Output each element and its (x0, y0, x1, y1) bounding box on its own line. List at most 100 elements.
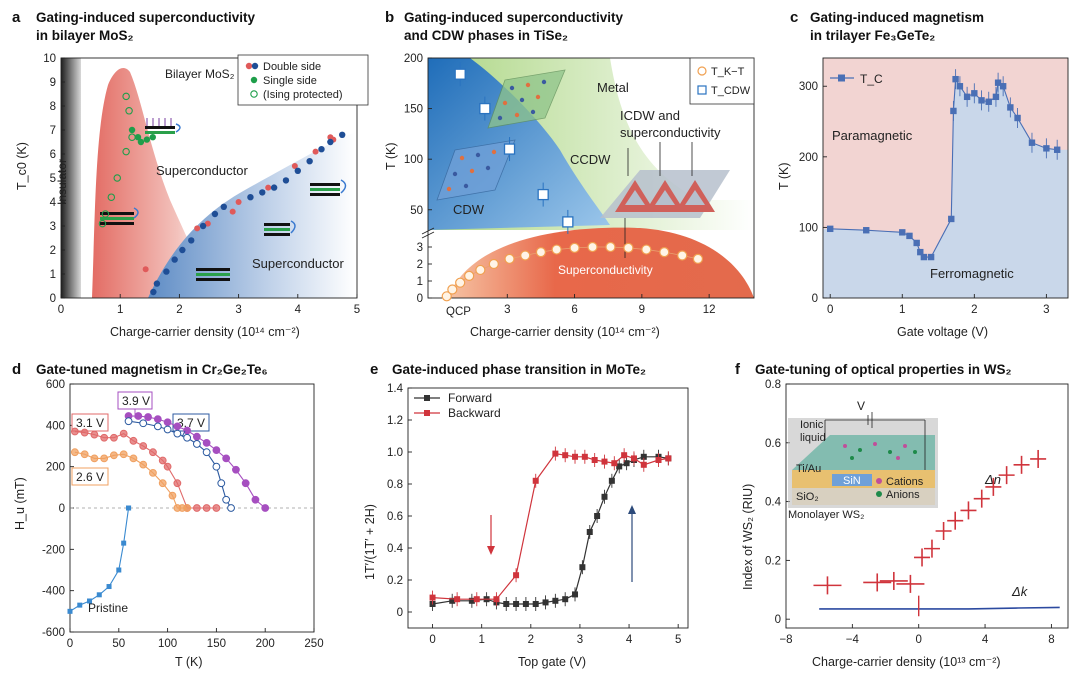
c-ytick-label: 100 (799, 222, 818, 234)
legend-tcdw-marker (697, 85, 707, 95)
a-double-blue-point (294, 167, 301, 174)
e-point (562, 452, 569, 459)
e-point (532, 601, 539, 607)
e-point (562, 596, 569, 603)
ferromagnetic-region (823, 79, 1068, 298)
e-point (532, 477, 539, 484)
d-ytick-label: -400 (42, 586, 65, 598)
c-tc-point (952, 75, 959, 83)
icdw-label-2: superconductivity (620, 125, 721, 140)
panel-a-xlabel: Charge-carrier density (10¹⁴ cm⁻²) (110, 325, 300, 339)
panel-a-title-line1: Gating-induced superconductivity (36, 10, 256, 25)
c-xtick-label: 2 (971, 304, 977, 316)
f-ytick-label: 0 (775, 614, 781, 626)
d-ytick-label: -600 (42, 627, 65, 639)
c-tc-point (827, 225, 834, 233)
legend-ising-label: (Ising protected) (263, 89, 342, 101)
panel-c-data (827, 69, 1061, 261)
c-tc-point (1043, 145, 1050, 152)
b-tkt-point (641, 244, 652, 255)
lattice-inset-1 (487, 69, 566, 129)
d-series-point (158, 456, 167, 465)
b-tcdw-point (479, 102, 491, 115)
b-tkt-point (535, 247, 547, 258)
d-pristine-point (121, 540, 127, 546)
d-series-point (90, 430, 99, 439)
blue-superconducting-dome (148, 132, 355, 298)
b-xtick-label: 9 (639, 304, 645, 316)
b-tcdw-point (454, 68, 466, 80)
e-point (665, 455, 672, 462)
b-lower-ytick-label: 3 (417, 242, 423, 254)
anion-icon (876, 491, 882, 497)
f-xtick-label: 8 (1048, 634, 1054, 646)
c-xtick-label: 1 (899, 304, 905, 316)
a-double-red-point (235, 199, 242, 205)
d-series-point (80, 428, 89, 437)
panel-d: d Gate-tuned magnetism in Cr₂Ge₂Te₆ 0 50 1… (12, 361, 324, 669)
e-point (572, 591, 579, 598)
e-point (611, 460, 618, 467)
c-tc-point (917, 248, 924, 256)
panel-f-data (813, 449, 1060, 617)
e-point (601, 458, 608, 465)
e-point (449, 597, 456, 604)
qcp-label: QCP (446, 306, 471, 318)
superconductivity-dome (448, 227, 754, 298)
c-tc-point (978, 97, 985, 104)
a-single-point (134, 134, 142, 141)
d-ytick-label: -200 (42, 544, 65, 556)
panel-b-ylabel: T (K) (384, 142, 398, 170)
c-tc-point (920, 253, 928, 261)
e-point (542, 599, 549, 606)
legend-double-label: Double side (263, 61, 321, 73)
d-series-point (202, 504, 211, 512)
e-point (601, 493, 608, 500)
b-tkt-point (441, 291, 452, 302)
panel-e: e Gate-induced phase transition in MoTe₂… (363, 361, 689, 669)
a-double-red-point (265, 184, 272, 191)
legend-double-red-marker (245, 62, 253, 70)
legend-tkt-label: T_K−T (711, 66, 745, 78)
a-double-blue-point (171, 256, 178, 263)
a-ising-point (125, 107, 133, 115)
f-ytick-label: 0.2 (765, 555, 781, 567)
a-ytick-label: 3 (50, 221, 56, 233)
cations-label: Cations (886, 476, 924, 488)
e-point (454, 596, 461, 603)
a-double-blue-point (188, 237, 195, 244)
b-tkt-point (605, 241, 616, 253)
e-ytick-label: 0.6 (387, 511, 403, 523)
device-schematic-2 (100, 207, 139, 225)
c-tc-point (913, 239, 920, 247)
d-series-point (183, 433, 192, 442)
a-single-point (143, 136, 151, 143)
d-series-point (192, 432, 201, 441)
e-point (586, 529, 593, 535)
legend-backward-label: Backward (448, 406, 501, 420)
b-tkt-point (569, 242, 580, 253)
e-point (594, 513, 601, 519)
legend-37v: 3.7 V (177, 416, 205, 430)
b-tkt-point (692, 253, 704, 264)
e-ytick-label: 1.4 (387, 383, 404, 395)
panel-f-ylabel: Index of WS₂ (RIU) (741, 484, 755, 590)
e-ytick-label: 0.8 (387, 479, 403, 491)
panel-letter-c: c (790, 9, 798, 26)
a-xtick-label: 4 (295, 304, 302, 316)
b-tkt-point (504, 253, 515, 264)
c-tc-point (956, 83, 964, 90)
c-tc-point (963, 93, 971, 101)
d-series-point (100, 454, 109, 463)
a-ising-point (122, 147, 130, 156)
a-single-point (137, 138, 145, 146)
d-series-point (192, 440, 201, 448)
sio2-label: SiO₂ (796, 491, 819, 503)
b-upper-ytick-label: 150 (404, 104, 423, 116)
e-point (640, 461, 647, 468)
panel-a: a Gating-induced superconductivity in bi… (12, 9, 369, 339)
b-lower-ytick-label: 0 (417, 293, 423, 305)
legend-ising-marker (250, 90, 258, 98)
panel-b-xlabel: Charge-carrier density (10¹⁴ cm⁻²) (470, 325, 660, 339)
a-double-blue-point (282, 177, 290, 184)
